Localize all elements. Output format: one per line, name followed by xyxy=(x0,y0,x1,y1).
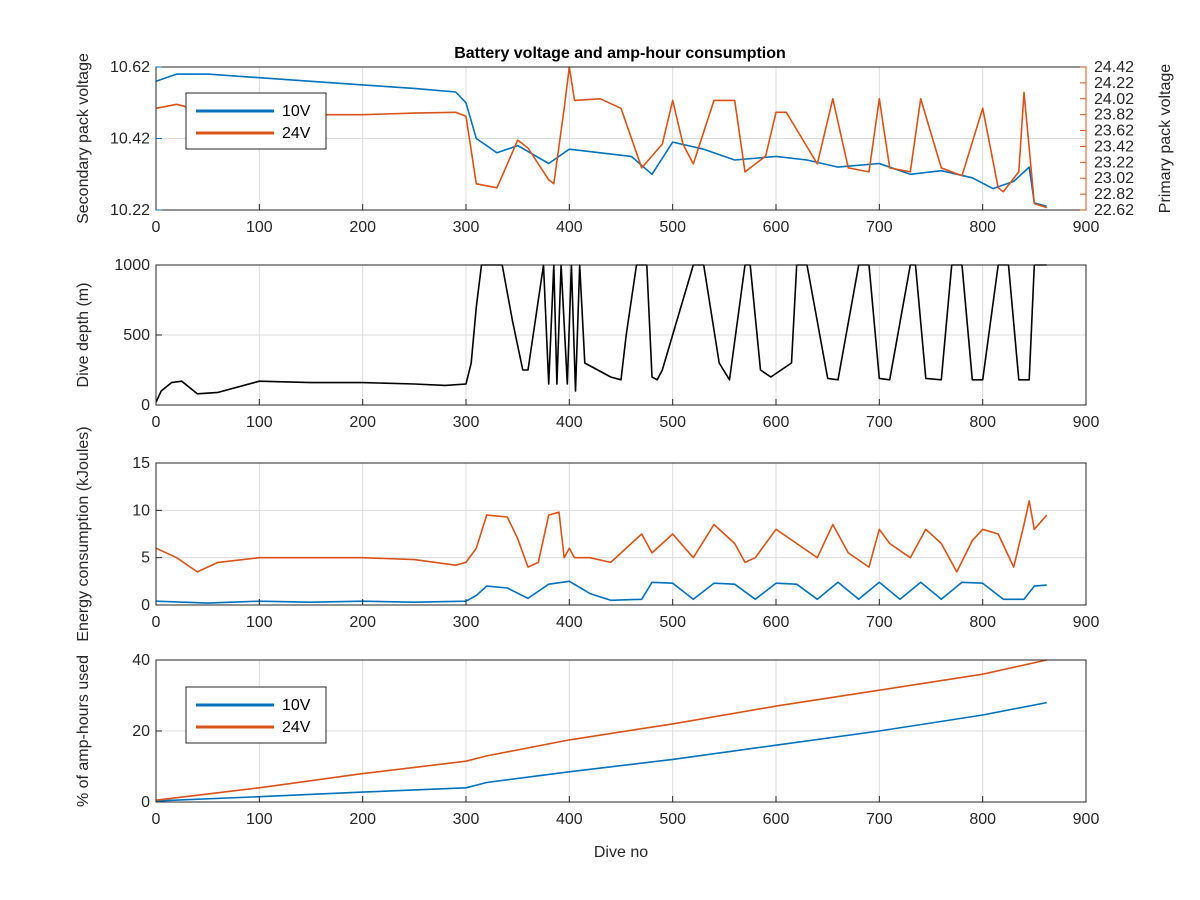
x-tick-label: 600 xyxy=(763,614,790,631)
right-y-tick-label: 23.02 xyxy=(1094,170,1134,187)
legend-label-24v: 24V xyxy=(282,719,311,736)
panel-4: 0 100 200 300 400 500 600 700 800 900 0 20 40 % of am… xyxy=(75,652,1099,861)
x-tick-label: 0 xyxy=(152,811,161,828)
x-tick-label: 700 xyxy=(866,614,893,631)
x-tick-label: 200 xyxy=(349,219,376,236)
x-tick-label: 100 xyxy=(246,811,273,828)
x-tick-label: 200 xyxy=(349,414,376,431)
y-tick-label: 500 xyxy=(123,327,150,344)
x-tick-label: 100 xyxy=(246,614,273,631)
x-tick-label: 200 xyxy=(349,614,376,631)
series-line-10v xyxy=(155,701,1047,802)
x-tick-label: 300 xyxy=(453,414,480,431)
x-tick-label: 400 xyxy=(556,811,583,828)
y-tick-label: 5 xyxy=(141,550,150,567)
panel-1: 0 100 200 300 400 500 600 700 800 900 10.22 10.42 10… xyxy=(75,53,1174,236)
x-tick-label: 700 xyxy=(866,811,893,828)
right-y-tick-label: 23.22 xyxy=(1094,154,1134,171)
x-tick-label: 300 xyxy=(453,614,480,631)
right-y-tick-label: 23.42 xyxy=(1094,138,1134,155)
x-tick-label: 0 xyxy=(152,414,161,431)
x-tick-label: 100 xyxy=(246,414,273,431)
right-y-tick-label: 23.62 xyxy=(1094,123,1134,140)
x-tick-label: 0 xyxy=(152,219,161,236)
series-line-24v xyxy=(155,659,1047,801)
right-y-tick-label: 22.62 xyxy=(1094,202,1134,219)
x-tick-label: 500 xyxy=(659,219,686,236)
legend-label-10v: 10V xyxy=(282,697,311,714)
y-tick-label: 10.62 xyxy=(110,59,150,76)
x-tick-label: 0 xyxy=(152,614,161,631)
y-tick-label: 40 xyxy=(132,652,150,669)
y-tick-label: 0 xyxy=(141,597,150,614)
x-tick-label: 800 xyxy=(969,414,996,431)
x-tick-label: 300 xyxy=(453,219,480,236)
x-tick-label: 500 xyxy=(659,811,686,828)
panel-3: 0 100 200 300 400 500 600 700 800 900 0 5 10 15 Energy… xyxy=(75,426,1099,641)
x-tick-label: 600 xyxy=(763,414,790,431)
x-tick-label: 800 xyxy=(969,614,996,631)
y-tick-label: 15 xyxy=(132,455,150,472)
y-axis-label: Secondary pack voltage xyxy=(75,53,92,224)
y-axis-label: % of amp-hours used xyxy=(75,655,92,807)
x-tick-label: 600 xyxy=(763,219,790,236)
y-tick-label: 20 xyxy=(132,723,150,740)
x-tick-label: 900 xyxy=(1073,811,1100,828)
right-y-axis-label: Primary pack voltage xyxy=(1157,64,1174,213)
x-tick-label: 200 xyxy=(349,811,376,828)
y-tick-label: 10.42 xyxy=(110,131,150,148)
series-line-24v xyxy=(155,66,1047,209)
x-tick-label: 700 xyxy=(866,219,893,236)
x-tick-label: 500 xyxy=(659,614,686,631)
x-tick-label: 900 xyxy=(1073,414,1100,431)
y-tick-label: 1000 xyxy=(114,257,150,274)
legend-box xyxy=(185,686,327,744)
x-tick-label: 400 xyxy=(556,219,583,236)
y-tick-label: 10 xyxy=(132,502,150,519)
right-y-tick-label: 24.42 xyxy=(1094,59,1134,76)
figure-title: Battery voltage and amp-hour consumption xyxy=(454,45,786,62)
y-tick-label: 0 xyxy=(141,794,150,811)
right-y-tick-label: 23.82 xyxy=(1094,107,1134,124)
x-tick-label: 800 xyxy=(969,811,996,828)
x-tick-label: 100 xyxy=(246,219,273,236)
y-tick-label: 0 xyxy=(141,397,150,414)
x-tick-label: 400 xyxy=(556,614,583,631)
legend-box xyxy=(185,92,327,150)
right-y-tick-label: 22.82 xyxy=(1094,186,1134,203)
panel-2: 0 100 200 300 400 500 600 700 800 900 0 500 1000 Dive… xyxy=(75,257,1099,431)
legend-label-24v: 24V xyxy=(282,125,311,142)
right-y-tick-label: 24.02 xyxy=(1094,91,1134,108)
panels-group: 0 100 200 300 400 500 600 700 800 90010.2210.4210… xyxy=(75,53,1174,861)
x-tick-label: 900 xyxy=(1073,614,1100,631)
series-line-depth xyxy=(155,264,1047,403)
x-tick-label: 300 xyxy=(453,811,480,828)
y-axis-label: Energy consumption (kJoules) xyxy=(75,426,92,641)
y-axis-label: Dive depth (m) xyxy=(75,283,92,388)
legend-label-10v: 10V xyxy=(282,103,311,120)
right-y-tick-label: 24.22 xyxy=(1094,75,1134,92)
x-axis-label: Dive no xyxy=(594,844,648,861)
y-tick-label: 10.22 xyxy=(110,202,150,219)
x-tick-label: 600 xyxy=(763,811,790,828)
axes-box xyxy=(155,462,1087,606)
x-tick-label: 900 xyxy=(1073,219,1100,236)
x-tick-label: 800 xyxy=(969,219,996,236)
x-tick-label: 700 xyxy=(866,414,893,431)
x-tick-label: 500 xyxy=(659,414,686,431)
series-line-24v xyxy=(155,500,1048,573)
x-tick-label: 400 xyxy=(556,414,583,431)
